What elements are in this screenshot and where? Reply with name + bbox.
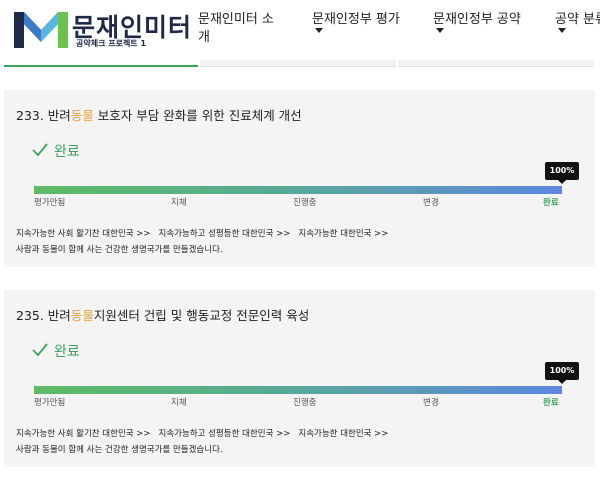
pledge-title-rest: 지원센터 건립 및 행동교정 전문인력 육성 [93,308,310,323]
stage-label-completed: 완료 [543,398,559,408]
tab-segment-1[interactable] [4,60,198,67]
site-logo[interactable]: 문재인미터 공약체크 프로젝트 1 [10,6,191,52]
pledge-title-prefix: 235. 반려 [16,308,71,323]
pledge-title-highlight: 동물 [70,108,94,123]
caret-down-icon [436,28,444,33]
goal-link[interactable]: 지속가능한 대한민국 >> [298,229,389,239]
goal-link[interactable]: 지속가능하고 성평등한 대한민국 >> [158,229,291,239]
pledge-title-rest: 보호자 부담 완화를 위한 진료체계 개선 [93,108,302,123]
goal-links: 지속가능한 사회 활기찬 대한민국 >> 지속가능하고 성평등한 대한민국 >> 지… [16,427,388,439]
logo-subtitle: 공약체크 프로젝트 1 [76,39,147,48]
nav-item-about[interactable]: 문재인미터 소개 [198,11,278,47]
progress-bar [34,386,562,394]
stage-label-in-progress: 진행중 [293,198,317,208]
logo-m-icon [14,12,68,48]
progress-badge: 100% [545,362,579,384]
pledge-title-highlight: 동물 [70,308,94,323]
nav-item-pledges[interactable]: 문재인정부 공약 [433,11,521,33]
goal-description: 사람과 동물이 함께 사는 건강한 생명국가를 만들겠습니다. [16,245,223,255]
pledge-title[interactable]: 235. 반려동물지원센터 건립 및 행동교정 전문인력 육성 [16,305,309,324]
status-text: 완료 [54,144,80,160]
stage-label-delayed: 지체 [171,398,187,408]
stage-label-delayed: 지체 [171,198,187,208]
caret-down-icon [315,28,323,33]
pledge-title-prefix: 233. 반려 [16,108,71,123]
stage-label-changed: 변경 [423,198,439,208]
stage-label-in-progress: 진행중 [293,398,317,408]
pledge-card: 235. 반려동물지원센터 건립 및 행동교정 전문인력 육성 완료 100% … [4,290,595,467]
stage-label-unrated: 평가안됨 [34,198,66,208]
progress-bar-fill [34,386,562,394]
tab-segment-3[interactable] [398,60,594,67]
stage-label-changed: 변경 [423,398,439,408]
goal-links: 지속가능한 사회 활기찬 대한민국 >> 지속가능하고 성평등한 대한민국 >> 지… [16,227,388,239]
stage-label-completed: 완료 [543,198,559,208]
goal-link[interactable]: 지속가능한 사회 활기찬 대한민국 >> [16,429,151,439]
status-text: 완료 [54,344,80,360]
goal-link[interactable]: 지속가능한 사회 활기찬 대한민국 >> [16,229,151,239]
pledge-card: 233. 반려동물 보호자 부담 완화를 위한 진료체계 개선 완료 100% … [4,90,595,267]
stage-label-unrated: 평가안됨 [34,398,66,408]
nav-label: 문재인미터 소개 [198,12,274,45]
nav-label: 문재인정부 평가 [312,12,400,27]
nav-label: 문재인정부 공약 [433,12,521,27]
nav-item-categories[interactable]: 공약 분류 [555,11,600,33]
progress-badge: 100% [545,162,579,184]
progress-bar-fill [34,186,562,194]
caret-down-icon [558,28,566,33]
check-icon [32,143,48,157]
check-icon [32,343,48,357]
goal-description: 사람과 동물이 함께 사는 건강한 생명국가를 만들겠습니다. [16,445,223,455]
pledge-title[interactable]: 233. 반려동물 보호자 부담 완화를 위한 진료체계 개선 [16,105,302,124]
site-header: 문재인미터 공약체크 프로젝트 1 문재인미터 소개 문재인정부 평가 문재인정… [0,0,600,60]
tab-strip [0,60,600,68]
tab-segment-2[interactable] [200,60,396,67]
nav-item-evaluation[interactable]: 문재인정부 평가 [312,11,400,33]
goal-link[interactable]: 지속가능한 대한민국 >> [298,429,389,439]
goal-link[interactable]: 지속가능하고 성평등한 대한민국 >> [158,429,291,439]
progress-bar [34,186,562,194]
logo-title: 문재인미터 [72,13,193,42]
nav-label: 공약 분류 [555,12,600,27]
